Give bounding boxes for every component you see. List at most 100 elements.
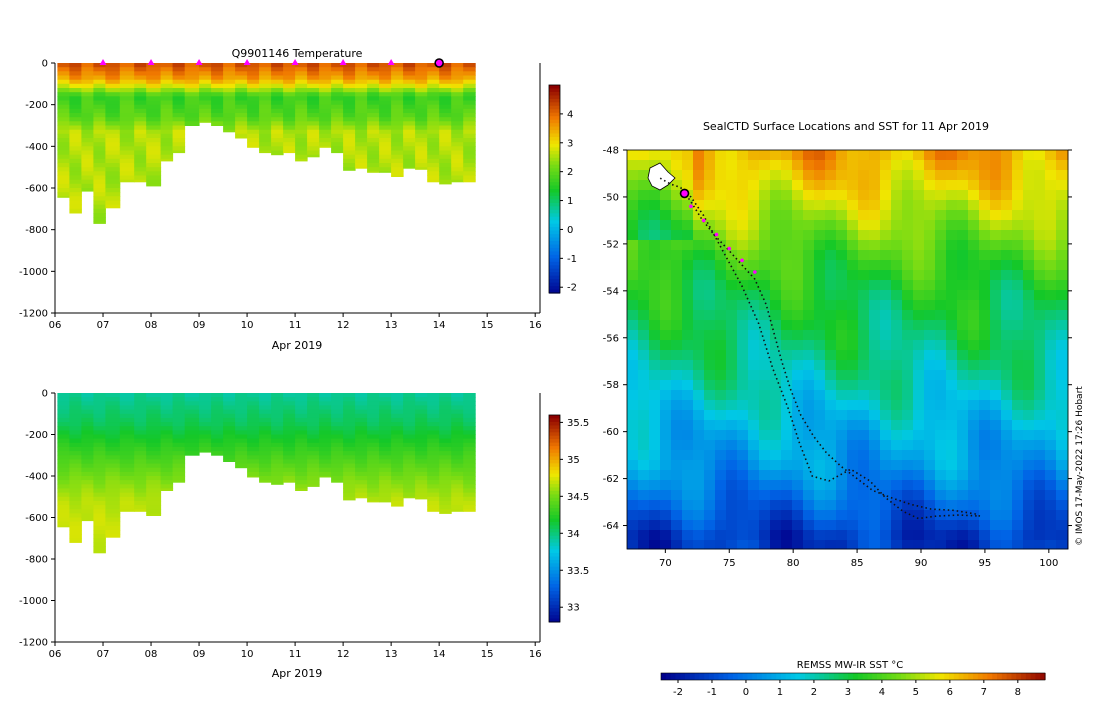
sst-cell [638,430,650,441]
section-cell [295,480,308,485]
sst-cell [660,190,672,201]
section-cell [57,409,70,415]
sst-cell [638,450,650,461]
sst-cell [660,440,672,451]
sst-cell [891,500,903,511]
sst-cell [913,150,925,161]
sst-cell [902,270,914,281]
colorbar-swatch [549,275,560,280]
section-cell [391,401,404,406]
section-cell [57,163,70,168]
section-cell [343,92,356,97]
sst-cell [704,520,716,531]
sst-cell [704,160,716,171]
sst-cell [1056,310,1068,321]
sst-cell [1001,460,1013,471]
colorbar-swatch [549,556,560,561]
sst-cell [891,430,903,441]
sst-cell [627,240,639,251]
section-cell [391,167,404,172]
colorbar-swatch [549,528,560,533]
section-cell [283,142,296,147]
sst-cell [1023,210,1035,221]
section-cell [391,484,404,489]
sst-cell [968,170,980,181]
sst-cell [726,280,738,291]
section-cell [235,96,248,101]
section-cell [134,104,147,110]
sst-cell [748,360,760,371]
sst-cell [990,150,1002,161]
section-cell [81,409,94,415]
section-cell [57,192,70,197]
section-cell [415,142,428,147]
sst-cell [902,340,914,351]
sst-cell [814,520,826,531]
section-cell [295,430,308,435]
section-cell [355,88,368,93]
sst-cell [627,160,639,171]
colorbar-swatch [549,421,560,426]
sst-cell [1012,150,1024,161]
sst-cell [682,230,694,241]
section-cell [463,125,476,131]
section-cell [57,171,70,176]
sst-cell [781,180,793,191]
sst-cell [803,430,815,441]
section-cell [403,117,416,122]
section-cell [439,459,452,465]
section-cell [57,413,70,419]
sst-cell [660,370,672,381]
section-cell [355,446,368,452]
section-cell [343,409,356,415]
sst-cell [858,420,870,431]
section-cell [367,71,380,76]
section-cell [427,150,440,156]
sst-cell [902,220,914,231]
sst-colorbar-swatch [968,673,974,680]
y-tick-label: -200 [25,430,48,441]
section-cell [415,96,428,101]
section-cell [81,417,94,423]
section-cell [403,430,416,435]
sst-cell [671,480,683,491]
sst-cell [891,440,903,451]
section-cell [69,125,82,131]
section-cell [427,113,440,118]
section-cell [403,133,416,139]
section-cell [415,163,428,168]
section-cell [343,426,356,431]
sst-cell [759,400,771,411]
section-cell [93,183,106,189]
section-cell [146,480,162,485]
section-cell [439,397,452,402]
section-cell [271,451,284,456]
sst-cell [748,230,760,241]
section-cell [463,104,476,110]
sst-cell [715,260,727,271]
sst-cell [726,470,738,481]
sst-cell [704,420,716,431]
sst-cell [638,420,650,431]
section-cell [427,393,440,398]
sst-cell [847,290,859,301]
section-cell [415,133,428,139]
sst-cell [957,190,969,201]
sst-cell [946,430,958,441]
section-cell [146,438,162,444]
sst-cell [792,370,804,381]
sst-cell [726,370,738,381]
sst-cell [924,410,936,421]
section-cell [415,409,428,415]
section-cell [105,484,121,489]
section-cell [119,125,135,131]
sst-cell [726,190,738,201]
sst-cell [913,470,925,481]
sst-cell [847,540,859,550]
section-cell [93,480,106,485]
sst-cell [660,270,672,281]
sst-cell [979,440,991,451]
section-cell [451,100,464,106]
sst-cell [979,320,991,331]
sst-colorbar-swatch [973,673,979,680]
